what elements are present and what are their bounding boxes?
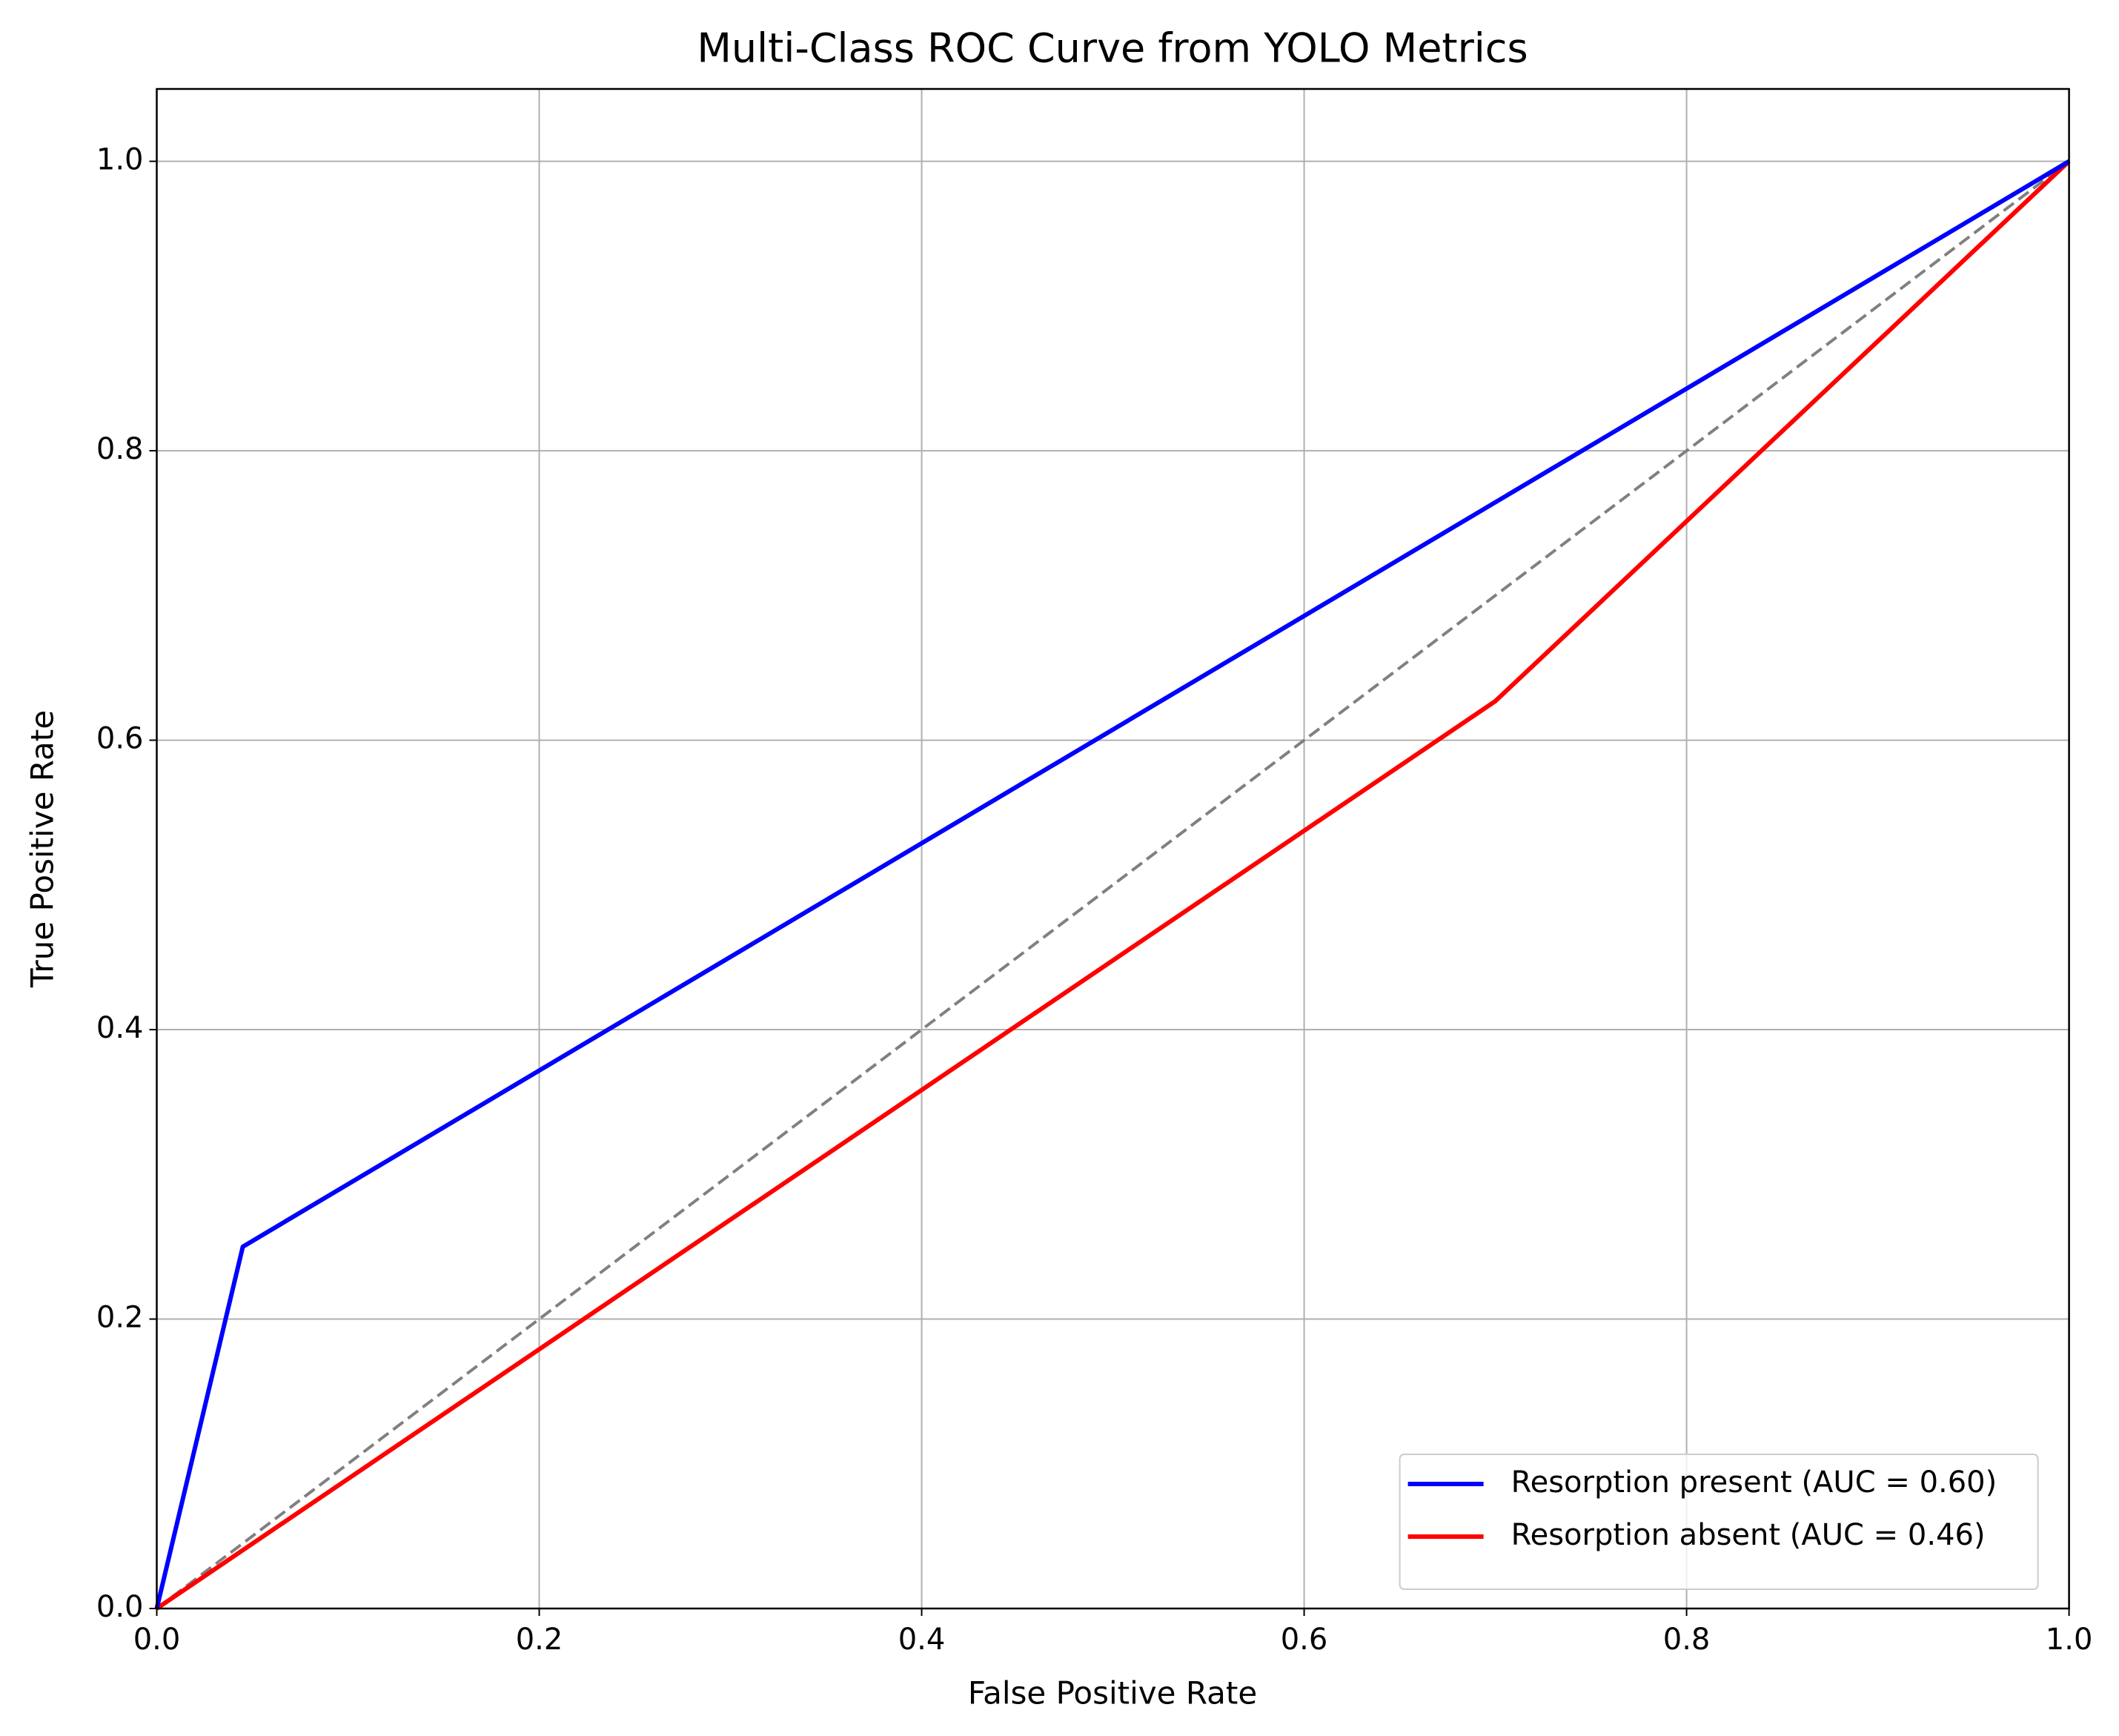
legend-label: Resorption absent (AUC = 0.46): [1511, 1518, 1986, 1552]
series-line: [154, 159, 2071, 1609]
x-tick-label: 0.6: [1281, 1623, 1328, 1657]
y-tick-label: 0.6: [96, 722, 144, 756]
x-tick-label: 0.0: [133, 1623, 181, 1657]
y-tick-label: 0.8: [96, 432, 144, 466]
legend-box: [1399, 1454, 2039, 1590]
x-tick-label: 0.2: [516, 1623, 563, 1657]
y-tick-label: 0.4: [96, 1011, 144, 1045]
chart-title: Multi-Class ROC Curve from YOLO Metrics: [697, 25, 1528, 72]
x-tick-label: 1.0: [2046, 1623, 2093, 1657]
y-tick-label: 1.0: [96, 143, 144, 177]
x-tick-label: 0.4: [898, 1623, 946, 1657]
plot-frame: [156, 87, 2070, 1610]
legend-label: Resorption present (AUC = 0.60): [1511, 1465, 1997, 1500]
y-axis-label: True Positive Rate: [24, 710, 61, 988]
y-tick-label: 0.0: [96, 1590, 144, 1624]
series-line: [156, 160, 2070, 1610]
y-tick-label: 0.2: [96, 1301, 144, 1335]
x-axis-label: False Positive Rate: [968, 1675, 1257, 1712]
x-tick-label: 0.8: [1663, 1623, 1711, 1657]
series-line: [155, 159, 2071, 1611]
